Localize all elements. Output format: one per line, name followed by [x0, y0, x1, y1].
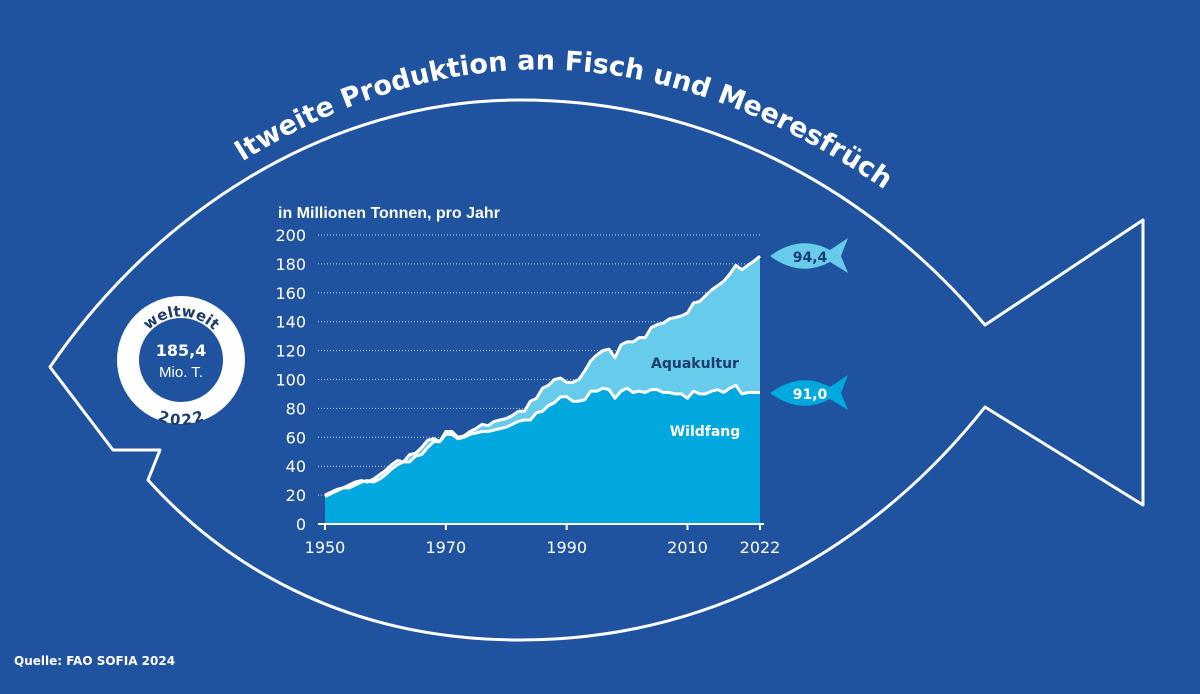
chart-title: Weltweite Produktion an Fisch und Meeres… [0, 0, 898, 195]
total-badge: weltweit 2022 185,4 Mio. T. [117, 296, 245, 429]
line-wildfang [324, 383, 760, 498]
line-total [324, 254, 761, 497]
y-tick-label: 40 [286, 457, 306, 476]
y-tick-label: 80 [286, 399, 306, 418]
badge-value: 185,4 [156, 341, 207, 360]
callout-aquakultur: 94,4 [770, 238, 848, 273]
y-tick-label: 200 [275, 226, 306, 245]
x-tick-label: 1990 [546, 538, 587, 557]
callout-wildfang: 91,0 [770, 375, 848, 410]
y-tick-label: 120 [275, 342, 306, 361]
fish-outline [48, 98, 1145, 642]
y-tick-label: 20 [286, 486, 306, 505]
area-wildfang [325, 385, 760, 524]
callout-aquakultur-value: 94,4 [793, 250, 828, 266]
callout-wildfang-value: 91,0 [793, 387, 828, 403]
y-tick-label: 0 [296, 515, 306, 534]
source-note: Quelle: FAO SOFIA 2024 [14, 654, 176, 668]
chart-area: 0 20 40 60 80 100 120 140 160 180 200 1950 1970 1990 2… [275, 226, 780, 557]
y-axis-label: in Millionen Tonnen, pro Jahr [278, 205, 500, 222]
y-tick-label: 180 [275, 255, 306, 274]
y-tick-label: 160 [275, 284, 306, 303]
fish-icon [770, 375, 848, 410]
series-label-aquakultur: Aquakultur [651, 356, 739, 372]
area-aquakultur [325, 256, 760, 497]
x-tick-label: 2022 [740, 538, 781, 557]
x-tick-label: 1950 [305, 538, 346, 557]
y-tick-label: 60 [286, 428, 306, 447]
x-tick-label: 1970 [425, 538, 466, 557]
badge-unit: Mio. T. [159, 364, 203, 381]
y-tick-label: 140 [275, 313, 306, 332]
x-tick-label: 2010 [667, 538, 708, 557]
fish-icon [770, 238, 848, 273]
series-label-wildfang: Wildfang [670, 424, 741, 440]
y-tick-label: 100 [275, 371, 306, 390]
